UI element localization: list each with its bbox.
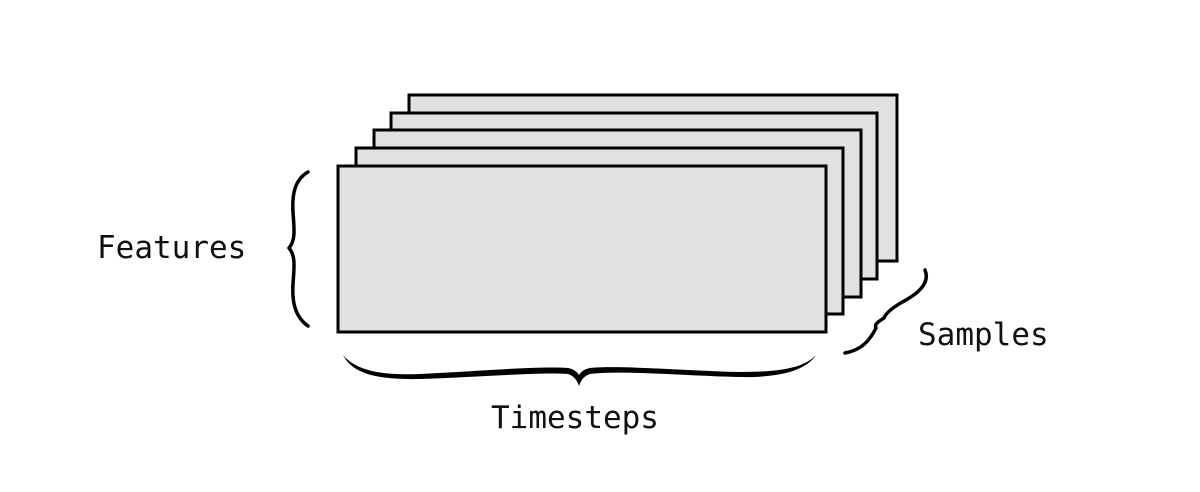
- timesteps-label: Timesteps: [491, 400, 659, 436]
- timesteps-brace: [343, 355, 816, 386]
- samples-label: Samples: [918, 317, 1049, 353]
- features-brace: [287, 170, 310, 328]
- features-label: Features: [97, 230, 247, 266]
- sample-sheet-front: [336, 164, 828, 334]
- samples-brace: [843, 268, 928, 355]
